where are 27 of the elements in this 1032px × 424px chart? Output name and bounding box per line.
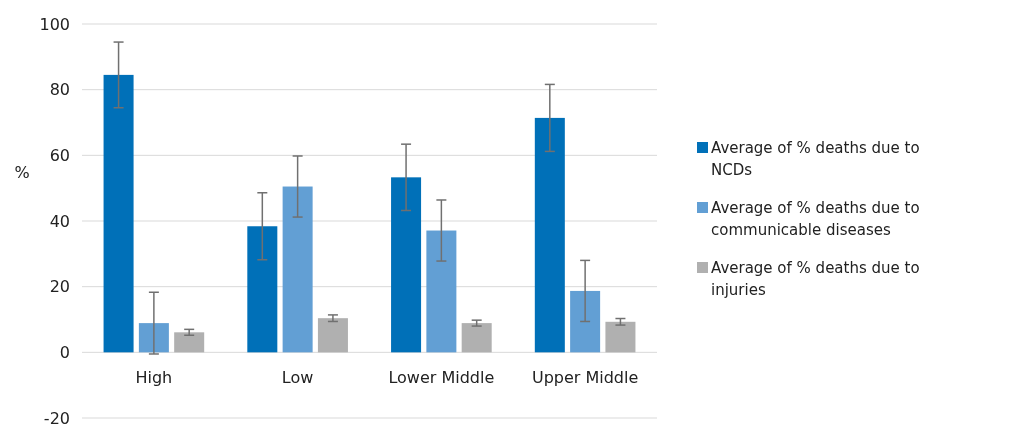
y-tick-label: 100	[39, 14, 70, 34]
x-tick-label: Low	[281, 368, 314, 388]
bar	[391, 177, 422, 353]
bar	[247, 226, 278, 353]
bar	[282, 186, 313, 353]
bar	[605, 321, 636, 353]
y-tick-label: 20	[49, 277, 70, 297]
bar	[103, 74, 134, 353]
bar	[317, 318, 348, 353]
bar	[174, 332, 205, 353]
y-tick-label: 80	[49, 80, 70, 100]
legend-label: Average of % deaths due to NCDs	[711, 139, 920, 180]
x-tick-label: Upper Middle	[531, 368, 639, 388]
bar	[426, 230, 457, 353]
y-axis-title: %	[14, 162, 30, 182]
bar	[534, 117, 565, 353]
x-tick-label: High	[135, 368, 173, 388]
bar	[138, 323, 169, 353]
y-tick-label: 60	[49, 145, 70, 165]
legend-label: Average of % deaths due to injuries	[711, 259, 920, 300]
bar	[461, 323, 492, 353]
legend-label: Average of % deaths due to communicable diseases	[711, 199, 920, 240]
y-tick-label: -20	[43, 408, 70, 424]
y-tick-label: 40	[49, 211, 70, 231]
x-tick-label: Lower Middle	[388, 368, 495, 388]
bar	[570, 290, 601, 353]
y-tick-label: 0	[59, 342, 70, 362]
